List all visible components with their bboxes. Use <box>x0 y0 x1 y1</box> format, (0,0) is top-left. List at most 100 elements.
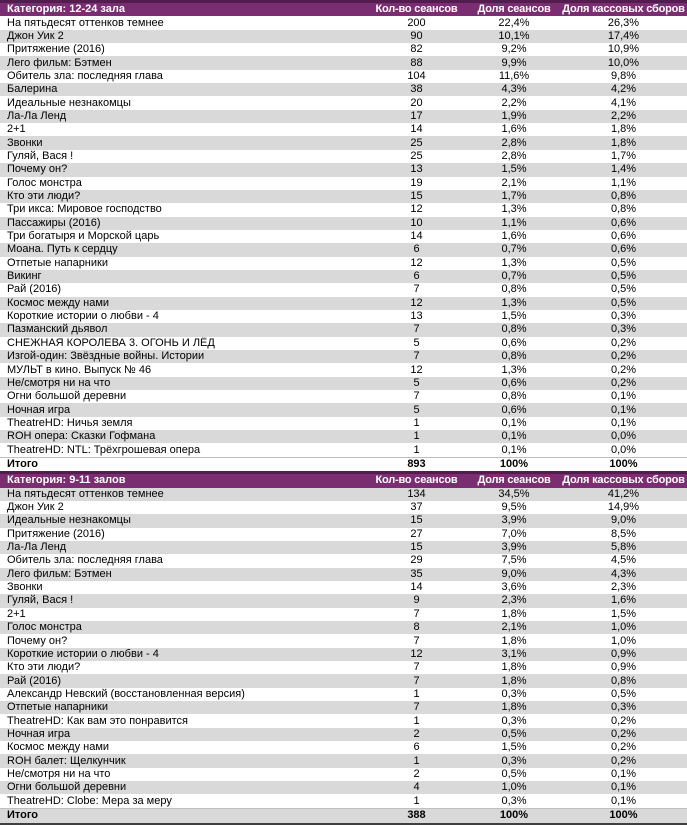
box-office-share-cell: 0,6% <box>560 243 687 257</box>
table-row: Обитель зла: последняя глава 29 7,5% 4,5% <box>0 554 687 568</box>
session-share-cell: 1,5% <box>468 163 560 177</box>
sessions-cell: 7 <box>365 283 468 297</box>
table-row: Огни большой деревни 4 1,0% 0,1% <box>0 781 687 795</box>
session-share-cell: 0,7% <box>468 269 560 284</box>
movie-title-cell: Короткие истории о любви - 4 <box>0 309 365 324</box>
box-office-share-cell: 2,2% <box>560 109 687 124</box>
sessions-cell: 7 <box>365 323 468 337</box>
box-office-share-cell: 41,2% <box>560 487 687 501</box>
box-office-share-cell: 0,2% <box>560 349 687 364</box>
session-share-cell: 2,3% <box>468 594 560 608</box>
sessions-cell: 4 <box>365 781 468 795</box>
box-office-share-cell: 0,2% <box>560 363 687 377</box>
sessions-cell: 6 <box>365 741 468 755</box>
table-row: Кто эти люди? 7 1,8% 0,9% <box>0 661 687 675</box>
session-share-cell: 2,1% <box>468 620 560 635</box>
movie-title-cell: Голос монстра <box>0 176 365 190</box>
box-office-share-cell: 0,9% <box>560 661 687 675</box>
session-share-cell: 0,8% <box>468 390 560 404</box>
table-row: Кто эти люди? 15 1,7% 0,8% <box>0 189 687 204</box>
total-session-share-cell: 100% <box>468 456 560 473</box>
box-office-share-cell: 0,3% <box>560 323 687 337</box>
box-office-share-cell: 0,5% <box>560 687 687 702</box>
session-share-cell: 1,3% <box>468 296 560 310</box>
table-row: Космос между нами 6 1,5% 0,2% <box>0 741 687 755</box>
session-share-cell: 2,1% <box>468 176 560 190</box>
movie-title-cell: Не/смотря ни на что <box>0 376 365 391</box>
box-office-share-cell: 0,8% <box>560 674 687 688</box>
movie-title-cell: TheatreHD: Как вам это понравится <box>0 714 365 728</box>
session-share-cell: 9,5% <box>468 500 560 515</box>
session-share-cell: 1,8% <box>468 607 560 621</box>
sessions-cell: 37 <box>365 500 468 515</box>
total-sessions-cell: 388 <box>365 807 468 825</box>
session-share-cell: 1,0% <box>468 781 560 795</box>
session-share-cell: 1,8% <box>468 661 560 675</box>
sessions-cell: 8 <box>365 620 468 635</box>
session-share-cell: 1,3% <box>468 203 560 217</box>
column-header-session-share: Доля сеансов <box>468 0 560 17</box>
table-row: Не/смотря ни на что 5 0,6% 0,2% <box>0 376 687 391</box>
sessions-cell: 7 <box>365 349 468 364</box>
box-office-share-cell: 0,5% <box>560 283 687 297</box>
sessions-cell: 1 <box>365 416 468 431</box>
movie-title-cell: Три икса: Мировое господство <box>0 203 365 217</box>
movie-title-cell: Кто эти люди? <box>0 189 365 204</box>
table-row: 2+1 7 1,8% 1,5% <box>0 607 687 621</box>
category-label: Категория: 12-24 зала <box>0 0 365 17</box>
session-share-cell: 4,3% <box>468 83 560 97</box>
box-office-share-cell: 0,6% <box>560 229 687 244</box>
table-row: Гуляй, Вася ! 25 2,8% 1,7% <box>0 149 687 164</box>
table-row: Звонки 25 2,8% 1,8% <box>0 136 687 150</box>
total-row: Итого 388 100% 100% <box>0 807 687 825</box>
box-office-share-cell: 14,9% <box>560 500 687 515</box>
movie-title-cell: На пятьдесят оттенков темнее <box>0 487 365 501</box>
sessions-cell: 2 <box>365 767 468 782</box>
movie-title-cell: 2+1 <box>0 607 365 621</box>
session-share-cell: 3,9% <box>468 540 560 555</box>
session-share-cell: 3,6% <box>468 580 560 595</box>
sessions-cell: 13 <box>365 163 468 177</box>
movie-title-cell: Притяжение (2016) <box>0 527 365 541</box>
box-office-share-cell: 1,8% <box>560 123 687 137</box>
session-share-cell: 1,1% <box>468 216 560 230</box>
movie-title-cell: Почему он? <box>0 163 365 177</box>
box-office-share-cell: 0,2% <box>560 727 687 742</box>
box-office-share-cell: 10,0% <box>560 56 687 70</box>
movie-title-cell: ROH опера: Сказки Гофмана <box>0 430 365 444</box>
sessions-cell: 7 <box>365 607 468 621</box>
box-office-share-cell: 0,2% <box>560 714 687 728</box>
box-office-share-cell: 2,3% <box>560 580 687 595</box>
session-share-cell: 2,8% <box>468 136 560 150</box>
movie-title-cell: TheatreHD: Ничья земля <box>0 416 365 431</box>
box-office-share-cell: 0,1% <box>560 767 687 782</box>
session-share-cell: 0,3% <box>468 794 560 809</box>
session-share-cell: 0,8% <box>468 283 560 297</box>
table-row: Три богатыря и Морской царь 14 1,6% 0,6% <box>0 229 687 244</box>
movie-title-cell: СНЕЖНАЯ КОРОЛЕВА 3. ОГОНЬ И ЛЁД <box>0 336 365 350</box>
movie-title-cell: Джон Уик 2 <box>0 500 365 515</box>
table-row: На пятьдесят оттенков темнее 200 22,4% 26,3… <box>0 16 687 30</box>
box-office-share-cell: 0,2% <box>560 754 687 768</box>
session-share-cell: 1,6% <box>468 123 560 137</box>
movie-title-cell: МУЛЬТ в кино. Выпуск № 46 <box>0 363 365 377</box>
sessions-cell: 1 <box>365 687 468 702</box>
table-row: TheatreHD: Ничья земля 1 0,1% 0,1% <box>0 416 687 431</box>
table-row: Джон Уик 2 37 9,5% 14,9% <box>0 500 687 515</box>
sessions-cell: 1 <box>365 430 468 444</box>
table-row: Отпетые напарники 7 1,8% 0,3% <box>0 701 687 715</box>
sessions-cell: 13 <box>365 309 468 324</box>
total-box-office-share-cell: 100% <box>560 456 687 473</box>
table-row: Голос монстра 19 2,1% 1,1% <box>0 176 687 190</box>
movie-title-cell: Обитель зла: последняя глава <box>0 554 365 568</box>
sessions-cell: 14 <box>365 123 468 137</box>
box-office-share-cell: 0,2% <box>560 376 687 391</box>
table-row: Ночная игра 2 0,5% 0,2% <box>0 727 687 742</box>
sessions-cell: 12 <box>365 363 468 377</box>
column-header-box-office-share: Доля кассовых сборов <box>560 0 687 17</box>
table-row: Балерина 38 4,3% 4,2% <box>0 83 687 97</box>
table-row: Изгой-один: Звёздные войны. Истории 7 0,8%… <box>0 349 687 364</box>
table-row: Ла-Ла Ленд 15 3,9% 5,8% <box>0 540 687 555</box>
session-share-cell: 22,4% <box>468 16 560 30</box>
